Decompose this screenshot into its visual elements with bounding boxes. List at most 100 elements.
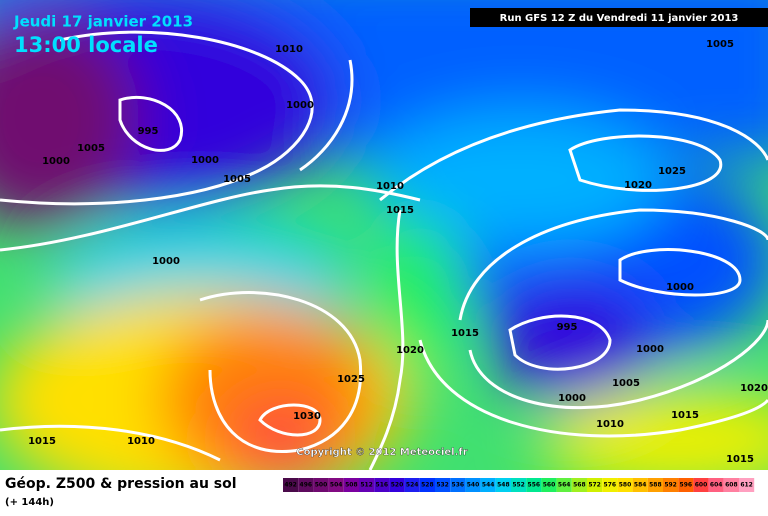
scale-swatch [617, 478, 633, 492]
scale-swatch [678, 478, 694, 492]
isobar-label: 1010 [127, 436, 155, 447]
scale-label: 516 [376, 482, 389, 489]
scale-swatch [465, 478, 481, 492]
scale-label: 568 [573, 482, 586, 489]
scale-swatch [556, 478, 572, 492]
scale-swatch [283, 478, 299, 492]
run-info: Run GFS 12 Z du Vendredi 11 janvier 2013 [500, 13, 739, 24]
isobar-label: 1015 [28, 436, 56, 447]
scale-label: 496 [300, 482, 313, 489]
scale-label: 500 [315, 482, 328, 489]
isobar-label: 1025 [337, 374, 365, 385]
color-scale: 492 496 500 504 508 512 516 520 524 528 532 536 540 5… [283, 478, 755, 492]
valid-date: Jeudi 17 janvier 2013 [13, 13, 193, 31]
isobar-label: 1000 [666, 282, 694, 293]
scale-swatch [541, 478, 557, 492]
isobar-labels: 1010 1005 1000 995 1005 1000 1000 1005 1010 1015 1… [28, 39, 768, 465]
scale-swatch [389, 478, 405, 492]
scale-label: 520 [391, 482, 404, 489]
scale-label: 596 [680, 482, 693, 489]
isobar-label: 1030 [293, 411, 321, 422]
isobar-label: 1005 [706, 39, 734, 50]
isobar-label: 1020 [624, 180, 652, 191]
scale-label: 524 [406, 482, 419, 489]
scale-swatch [298, 478, 314, 492]
isobar-label: 1000 [558, 393, 586, 404]
isobar-label: 1000 [191, 155, 219, 166]
scale-swatch [693, 478, 709, 492]
scale-label: 552 [512, 482, 525, 489]
scale-swatch [450, 478, 466, 492]
scale-swatch [526, 478, 542, 492]
scale-swatch [343, 478, 359, 492]
scale-label: 528 [421, 482, 434, 489]
isobar-label: 1020 [740, 383, 768, 394]
isobar-label: 1000 [42, 156, 70, 167]
isobar-label: 1015 [386, 205, 414, 216]
scale-label: 600 [695, 482, 708, 489]
scale-swatch [511, 478, 527, 492]
isobar-label: 1010 [275, 44, 303, 55]
scale-swatch [708, 478, 724, 492]
scale-swatch [663, 478, 679, 492]
scale-swatch [739, 478, 755, 492]
scale-label: 540 [467, 482, 480, 489]
scale-swatch [480, 478, 496, 492]
scale-label: 532 [436, 482, 449, 489]
scale-label: 492 [284, 482, 297, 489]
scale-swatch [587, 478, 603, 492]
isobar-label: 1015 [726, 454, 754, 465]
isobar-label: 1015 [671, 410, 699, 421]
isobar-label: 1000 [152, 256, 180, 267]
scale-label: 592 [664, 482, 677, 489]
scale-swatch [495, 478, 511, 492]
copyright: Copyright © 2012 Meteociel.fr [296, 447, 467, 458]
scale-label: 584 [634, 482, 647, 489]
run-box [470, 8, 768, 27]
footer-title: Géop. Z500 & pression au sol [5, 476, 237, 492]
isobars [0, 30, 768, 471]
isobar-label: 1025 [658, 166, 686, 177]
isobar-label: 1000 [636, 344, 664, 355]
isobar-label: 1010 [596, 419, 624, 430]
scale-label: 604 [710, 482, 723, 489]
scale-label: 512 [360, 482, 373, 489]
scale-swatch [435, 478, 451, 492]
scale-label: 508 [345, 482, 358, 489]
scale-label: 548 [497, 482, 510, 489]
scale-swatch [359, 478, 375, 492]
scale-swatch [419, 478, 435, 492]
footer-lead: (+ 144h) [5, 497, 54, 508]
scale-label: 556 [528, 482, 541, 489]
scale-label: 580 [619, 482, 632, 489]
isobar-label: 1005 [223, 174, 251, 185]
scale-label: 572 [588, 482, 601, 489]
scale-label: 612 [740, 482, 753, 489]
isobar-label: 1010 [376, 181, 404, 192]
scale-label: 588 [649, 482, 662, 489]
scale-swatch [571, 478, 587, 492]
scale-label: 564 [558, 482, 571, 489]
scale-label: 504 [330, 482, 343, 489]
isobar-label: 1000 [286, 100, 314, 111]
scale-swatch [313, 478, 329, 492]
scale-swatch [723, 478, 739, 492]
valid-time: 13:00 locale [14, 33, 158, 57]
scale-swatch [404, 478, 420, 492]
scale-swatch [328, 478, 344, 492]
scale-label: 544 [482, 482, 495, 489]
scale-swatch [647, 478, 663, 492]
scale-swatch [632, 478, 648, 492]
scale-label: 608 [725, 482, 738, 489]
isobar-label: 1005 [612, 378, 640, 389]
isobar-label: 1015 [451, 328, 479, 339]
scale-label: 560 [543, 482, 556, 489]
scale-label: 536 [452, 482, 465, 489]
scale-swatch [374, 478, 390, 492]
scale-swatch [602, 478, 618, 492]
isobar-label: 1005 [77, 143, 105, 154]
scale-label: 576 [604, 482, 617, 489]
isobar-label: 995 [557, 322, 578, 333]
